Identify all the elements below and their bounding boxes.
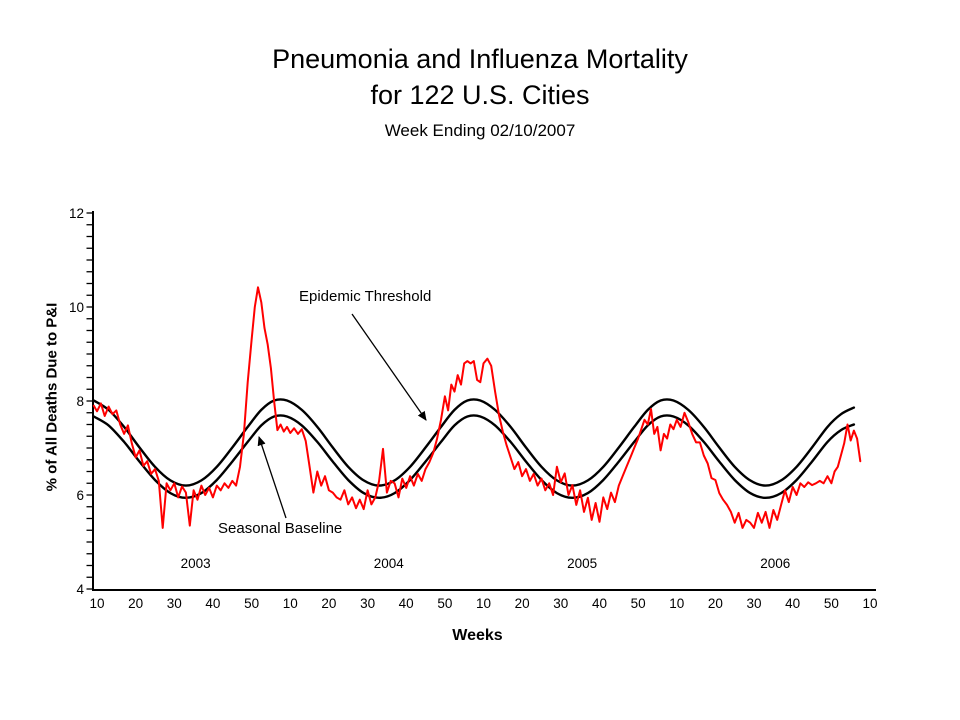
svg-text:2004: 2004 (374, 556, 405, 571)
x-axis-tick-labels: 10 20 30 40 50 10 20 30 40 50 10 20 30 40 50 10 20 30 40 50… (89, 596, 877, 611)
svg-text:10: 10 (283, 596, 298, 611)
svg-text:20: 20 (128, 596, 143, 611)
epidemic-threshold-line (92, 398, 856, 487)
epidemic-threshold-arrow (351, 313, 427, 421)
svg-text:50: 50 (824, 596, 839, 611)
epidemic-threshold-label: Epidemic Threshold (299, 288, 432, 305)
svg-text:10: 10 (669, 596, 684, 611)
svg-text:30: 30 (167, 596, 182, 611)
x-axis-title: Weeks (452, 627, 503, 644)
svg-text:40: 40 (592, 596, 607, 611)
svg-text:30: 30 (553, 596, 568, 611)
chart-layers: 4 6 8 10 12 10 20 30 40 50 10 20 30 40 50 10 20 30 40 50 10 2… (69, 206, 878, 611)
seasonal-baseline-arrow (257, 436, 287, 519)
chart-title-line1: Pneumonia and Influenza Mortality (272, 44, 688, 74)
seasonal-baseline-line (92, 414, 856, 499)
annotation-arrows (257, 313, 427, 519)
y-axis-tick-labels: 4 6 8 10 12 (69, 206, 85, 597)
svg-text:10: 10 (89, 596, 104, 611)
svg-text:40: 40 (785, 596, 800, 611)
chart-subtitle: Week Ending 02/10/2007 (384, 121, 576, 140)
axes (92, 211, 876, 591)
chart-title-line2: for 122 U.S. Cities (370, 80, 590, 110)
svg-text:2006: 2006 (760, 556, 790, 571)
svg-text:10: 10 (862, 596, 877, 611)
observed-line (92, 286, 862, 529)
svg-text:40: 40 (205, 596, 220, 611)
svg-text:20: 20 (515, 596, 530, 611)
svg-text:20: 20 (708, 596, 723, 611)
svg-text:50: 50 (631, 596, 646, 611)
svg-text:10: 10 (69, 300, 84, 315)
svg-text:10: 10 (476, 596, 491, 611)
svg-text:30: 30 (360, 596, 375, 611)
svg-text:12: 12 (69, 206, 84, 221)
chart-header: Pneumonia and Influenza Mortality for 12… (0, 41, 960, 141)
svg-text:20: 20 (321, 596, 336, 611)
svg-text:50: 50 (437, 596, 452, 611)
svg-text:40: 40 (399, 596, 414, 611)
svg-text:8: 8 (76, 394, 84, 409)
y-axis-ticks (86, 212, 93, 590)
x-axis-year-labels: 2003 2004 2005 2006 (181, 556, 791, 571)
svg-text:2005: 2005 (567, 556, 597, 571)
svg-text:2003: 2003 (181, 556, 211, 571)
svg-text:30: 30 (746, 596, 761, 611)
seasonal-baseline-label: Seasonal Baseline (218, 520, 343, 537)
svg-text:50: 50 (244, 596, 259, 611)
svg-text:6: 6 (76, 488, 84, 503)
svg-text:4: 4 (76, 582, 84, 597)
